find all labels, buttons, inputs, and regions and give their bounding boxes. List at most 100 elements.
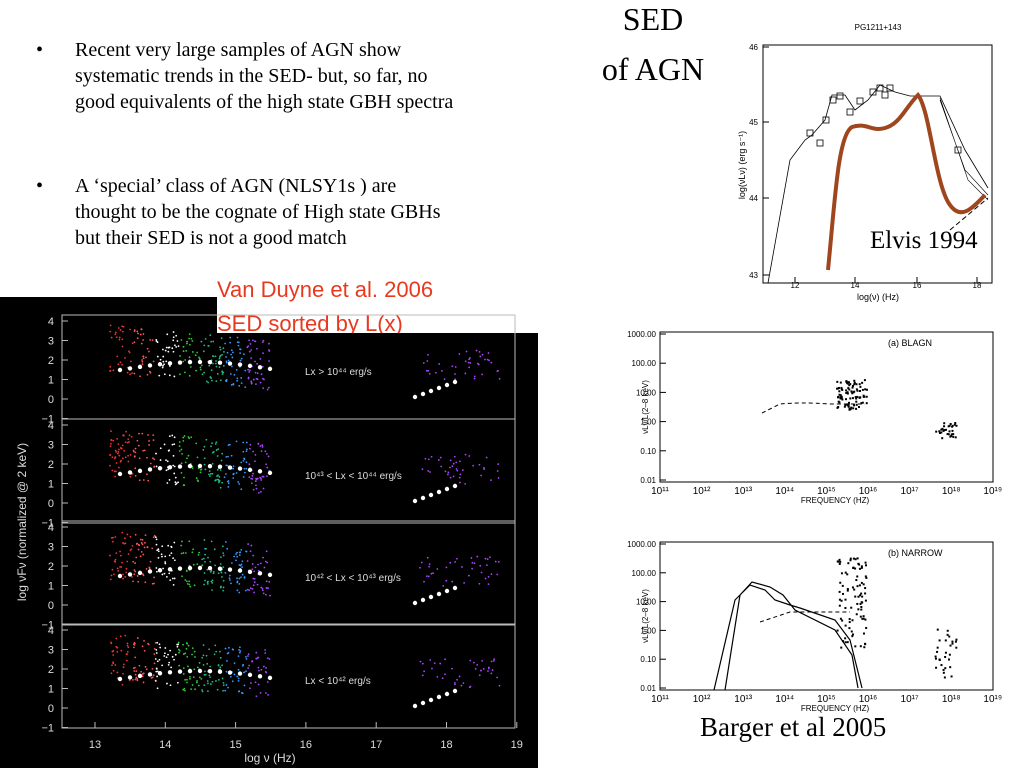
scatter-dot <box>243 684 246 687</box>
scatter-dot <box>854 567 857 570</box>
sed-point <box>247 569 253 575</box>
scatter-dot <box>203 344 206 347</box>
scatter-dot <box>952 433 955 436</box>
scatter-dot <box>251 563 254 565</box>
scatter-dot <box>164 349 167 352</box>
scatter-dot <box>469 362 472 364</box>
scatter-dot <box>152 536 155 539</box>
scatter-dot <box>938 430 941 433</box>
scatter-dot <box>247 377 250 380</box>
scatter-dot <box>208 470 211 473</box>
scatter-dot <box>145 356 147 359</box>
scatter-dot <box>247 655 249 657</box>
scatter-dot <box>229 336 232 339</box>
scatter-dot <box>259 691 262 694</box>
scatter-dot <box>461 566 463 568</box>
scatter-dot <box>238 648 241 651</box>
scatter-dot <box>177 345 180 348</box>
scatter-dot <box>182 653 185 655</box>
scatter-dot <box>837 387 840 390</box>
scatter-dot <box>188 583 191 586</box>
scatter-dot <box>248 463 251 466</box>
scatter-dot <box>121 684 124 686</box>
scatter-dot <box>839 381 842 384</box>
sed-point <box>428 492 434 498</box>
scatter-dot <box>168 479 171 481</box>
scatter-dot <box>128 350 130 353</box>
scatter-dot <box>173 436 176 439</box>
scatter-dot <box>861 617 864 620</box>
scatter-dot <box>141 543 144 546</box>
sed-point <box>137 468 143 474</box>
sed-point <box>227 465 233 470</box>
scatter-dot <box>949 644 952 647</box>
scatter-dot <box>128 440 131 443</box>
x-tick-label: 15 <box>229 739 241 751</box>
scatter-dot <box>145 567 148 570</box>
scatter-dot <box>168 661 171 664</box>
scatter-dot <box>250 382 253 385</box>
scatter-dot <box>841 388 844 391</box>
scatter-dot <box>188 337 191 340</box>
scatter-dot <box>232 351 234 354</box>
scatter-dot <box>248 664 250 667</box>
sed-point <box>207 566 213 571</box>
scatter-dot <box>257 443 260 445</box>
scatter-dot <box>860 606 863 609</box>
data-point <box>829 96 837 104</box>
scatter-dot <box>155 567 158 569</box>
scatter-dot <box>140 542 143 544</box>
scatter-dot <box>225 670 228 673</box>
scatter-dot <box>121 531 124 534</box>
scatter-dot <box>157 550 160 553</box>
sed-point <box>420 391 426 397</box>
scatter-dot <box>224 541 227 543</box>
scatter-dot <box>191 551 194 554</box>
scatter-dot <box>155 452 157 455</box>
scatter-dot <box>169 684 172 687</box>
scatter-dot <box>243 467 246 470</box>
scatter-dot <box>861 381 864 384</box>
scatter-dot <box>221 677 224 680</box>
scatter-dot <box>221 373 224 376</box>
scatter-dot <box>455 468 458 470</box>
scatter-dot <box>865 388 868 391</box>
scatter-dot <box>172 350 175 353</box>
scatter-dot <box>126 642 129 645</box>
scatter-dot <box>841 619 844 622</box>
sed-point <box>237 568 243 573</box>
scatter-dot <box>479 355 482 358</box>
scatter-dot <box>203 371 206 374</box>
scatter-dot <box>224 342 227 345</box>
scatter-dot <box>855 403 858 406</box>
scatter-dot <box>478 463 481 466</box>
scatter-dot <box>844 624 847 627</box>
scatter-dot <box>146 373 149 376</box>
scatter-dot <box>159 646 162 649</box>
scatter-dot <box>244 655 247 658</box>
scatter-dot <box>165 459 167 462</box>
scatter-dot <box>195 681 198 684</box>
scatter-dot <box>172 584 175 586</box>
scatter-dot <box>238 564 241 566</box>
scatter-dot <box>122 434 125 436</box>
sed-point <box>207 669 213 674</box>
scatter-dot <box>250 380 253 383</box>
sed-point <box>197 359 203 365</box>
scatter-dot <box>188 580 191 583</box>
scatter-dot <box>207 344 210 347</box>
scatter-dot <box>232 477 235 479</box>
scatter-dot <box>188 356 191 359</box>
scatter-dot <box>943 422 946 425</box>
scatter-dot <box>114 558 117 561</box>
scatter-dot <box>155 670 158 673</box>
scatter-dot <box>490 660 493 663</box>
scatter-dot <box>265 452 268 455</box>
y-tick-label: 3 <box>48 645 54 657</box>
scatter-dot <box>134 533 137 536</box>
scatter-dot <box>838 590 841 593</box>
scatter-dot <box>858 567 861 570</box>
scatter-dot <box>245 467 248 470</box>
sed-point <box>177 464 183 469</box>
scatter-dot <box>216 478 219 481</box>
